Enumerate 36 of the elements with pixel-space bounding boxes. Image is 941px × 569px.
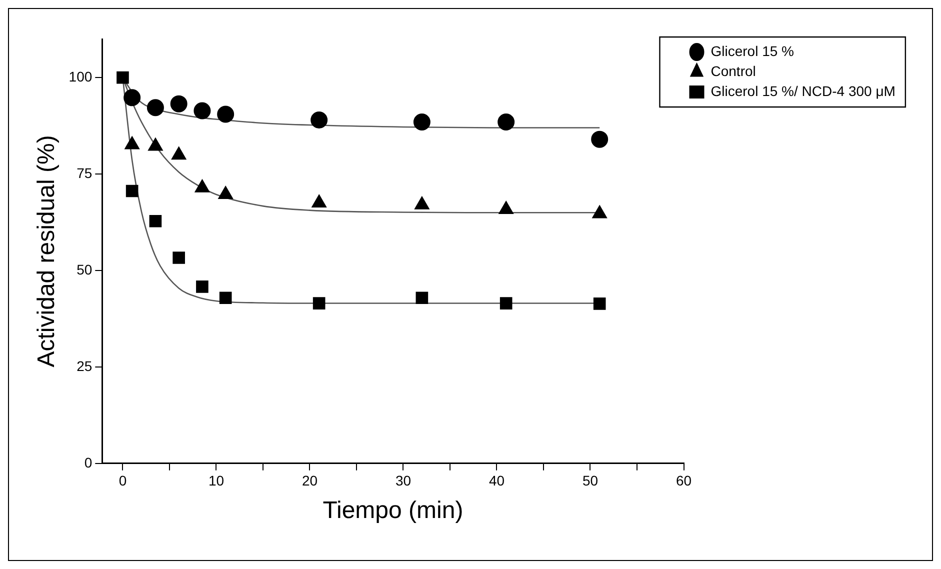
point: [194, 102, 211, 120]
x-tick-label: 20: [302, 472, 318, 489]
y-tick-label: 25: [76, 358, 92, 374]
point: [217, 106, 234, 123]
point: [196, 280, 208, 293]
legend-label: Glicerol 15 %/ NCD-4 300 μM: [710, 82, 896, 99]
y-tick-label: 50: [76, 261, 92, 278]
point: [124, 89, 141, 106]
point: [149, 214, 162, 228]
y-tick-label: 0: [84, 454, 92, 470]
point: [172, 252, 185, 264]
point: [500, 297, 512, 310]
x-tick-label: 50: [582, 472, 598, 489]
point: [498, 113, 515, 130]
point: [126, 184, 138, 198]
legend-label: Control: [710, 62, 756, 79]
x-tick-label: 30: [395, 472, 412, 489]
legend-label: Glicerol 15 %: [710, 42, 794, 59]
x-tick-label: 10: [208, 472, 224, 489]
x-axis-title: Tiempo (min): [322, 497, 464, 524]
point: [312, 297, 326, 310]
point: [593, 298, 606, 310]
y-tick-label: 75: [76, 164, 92, 181]
x-tick-label: 0: [118, 472, 127, 489]
point: [170, 95, 188, 112]
x-tick-label: 60: [676, 472, 692, 489]
point: [219, 292, 232, 304]
x-tick-label: 40: [488, 472, 505, 489]
y-tick-label: 100: [68, 68, 92, 84]
point: [591, 130, 608, 148]
point: [416, 292, 428, 304]
y-axis-title: Actividad residual (%): [33, 135, 60, 368]
point: [146, 99, 164, 116]
point: [310, 112, 328, 129]
point: [116, 71, 129, 84]
point: [413, 113, 430, 130]
